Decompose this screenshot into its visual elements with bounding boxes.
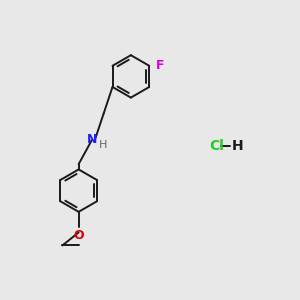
Text: Cl: Cl (209, 139, 224, 153)
Text: H: H (99, 140, 107, 150)
Text: F: F (156, 59, 164, 72)
Text: H: H (232, 139, 244, 153)
Text: O: O (73, 229, 84, 242)
Text: N: N (87, 133, 97, 146)
